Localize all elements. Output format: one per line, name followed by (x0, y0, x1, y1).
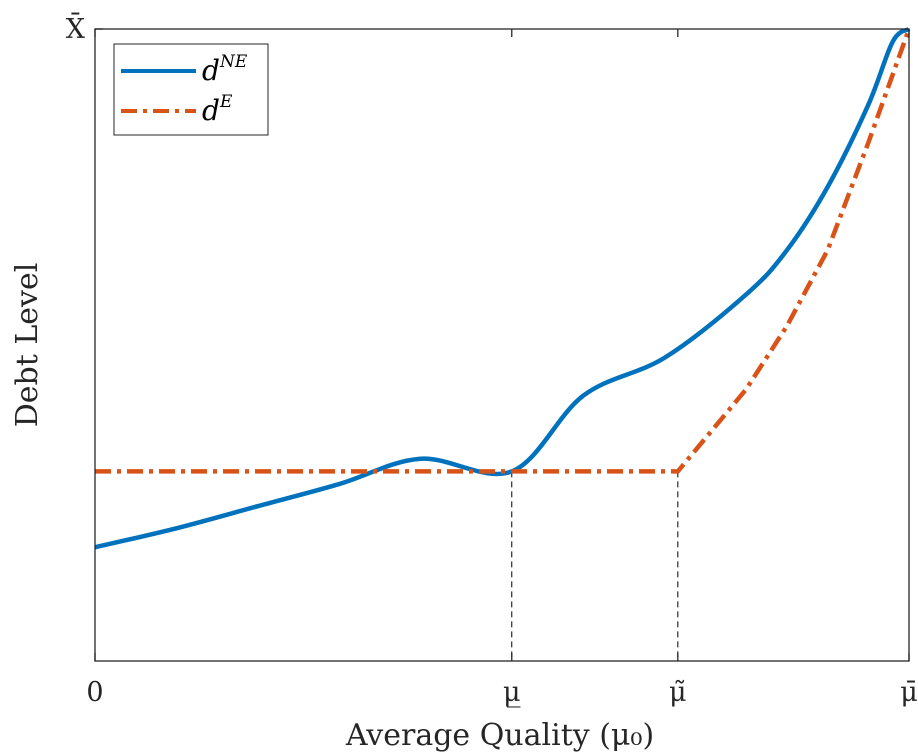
y-axis-label: Debt Level (10, 263, 45, 428)
x-tick-label-3: μ̄ (900, 677, 918, 708)
x-tick-label-1: μ̲ (503, 677, 521, 708)
plot-frame (94, 28, 910, 662)
series-line-d-ne (94, 27, 911, 550)
legend-label-d-ne-sup: NE (219, 52, 248, 72)
legend-label-d-e-sup: E (219, 92, 233, 112)
x-tick-label-0: 0 (86, 677, 103, 708)
axis-ticks: 0 μ̲ μ̃ μ̄ X̄ (66, 11, 918, 708)
series-line-d-e (95, 28, 912, 474)
y-tick-label-0: X̄ (66, 11, 86, 45)
x-axis-label: Average Quality (μ₀) (345, 718, 654, 753)
plot-area (94, 27, 912, 661)
legend-box (113, 43, 269, 136)
legend-label-d-e-base: d (202, 94, 220, 127)
x-tick-label-2: μ̃ (669, 677, 687, 708)
legend-label-d-ne: dNE (202, 52, 248, 87)
legend: dNE dE (113, 43, 269, 136)
legend-label-d-ne-base: d (202, 54, 220, 87)
legend-label-d-e: dE (202, 92, 233, 127)
